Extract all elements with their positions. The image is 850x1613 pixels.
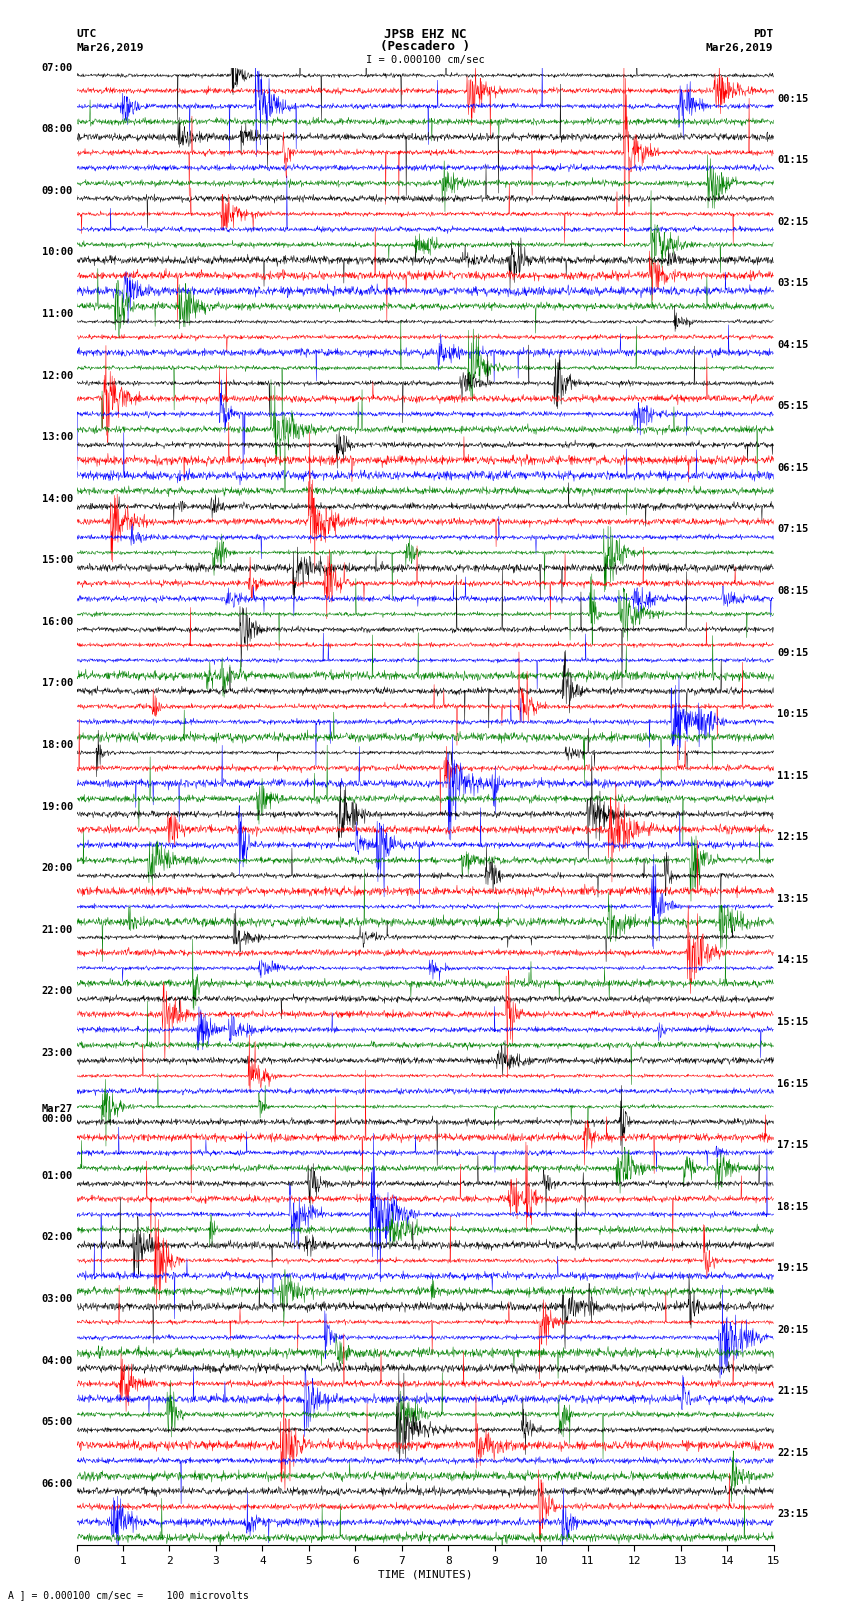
Text: 22:15: 22:15: [777, 1448, 808, 1458]
Text: 02:00: 02:00: [42, 1232, 73, 1242]
Text: 11:15: 11:15: [777, 771, 808, 781]
Text: 05:00: 05:00: [42, 1418, 73, 1428]
Text: 10:15: 10:15: [777, 710, 808, 719]
X-axis label: TIME (MINUTES): TIME (MINUTES): [377, 1569, 473, 1579]
Text: (Pescadero ): (Pescadero ): [380, 40, 470, 53]
Text: 14:00: 14:00: [42, 494, 73, 503]
Text: JPSB EHZ NC: JPSB EHZ NC: [383, 27, 467, 42]
Text: 23:00: 23:00: [42, 1048, 73, 1058]
Text: 06:15: 06:15: [777, 463, 808, 473]
Text: 01:00: 01:00: [42, 1171, 73, 1181]
Text: 16:15: 16:15: [777, 1079, 808, 1089]
Text: UTC: UTC: [76, 29, 97, 39]
Text: 13:15: 13:15: [777, 894, 808, 903]
Text: 03:00: 03:00: [42, 1294, 73, 1303]
Text: 08:15: 08:15: [777, 586, 808, 597]
Text: 15:15: 15:15: [777, 1016, 808, 1027]
Text: 20:00: 20:00: [42, 863, 73, 873]
Text: 22:00: 22:00: [42, 986, 73, 997]
Text: 03:15: 03:15: [777, 277, 808, 289]
Text: I = 0.000100 cm/sec: I = 0.000100 cm/sec: [366, 55, 484, 65]
Text: 04:15: 04:15: [777, 340, 808, 350]
Text: 00:00: 00:00: [42, 1115, 73, 1124]
Text: 07:00: 07:00: [42, 63, 73, 73]
Text: PDT: PDT: [753, 29, 774, 39]
Text: 13:00: 13:00: [42, 432, 73, 442]
Text: 20:15: 20:15: [777, 1324, 808, 1336]
Text: 01:15: 01:15: [777, 155, 808, 165]
Text: 05:15: 05:15: [777, 402, 808, 411]
Text: 19:00: 19:00: [42, 802, 73, 811]
Text: 06:00: 06:00: [42, 1479, 73, 1489]
Text: 18:00: 18:00: [42, 740, 73, 750]
Text: 00:15: 00:15: [777, 94, 808, 103]
Text: 14:15: 14:15: [777, 955, 808, 966]
Text: 10:00: 10:00: [42, 247, 73, 258]
Text: 19:15: 19:15: [777, 1263, 808, 1273]
Text: 02:15: 02:15: [777, 216, 808, 227]
Text: 15:00: 15:00: [42, 555, 73, 565]
Text: A ] = 0.000100 cm/sec =    100 microvolts: A ] = 0.000100 cm/sec = 100 microvolts: [8, 1590, 249, 1600]
Text: 18:15: 18:15: [777, 1202, 808, 1211]
Text: 09:00: 09:00: [42, 185, 73, 195]
Text: 21:15: 21:15: [777, 1386, 808, 1397]
Text: 11:00: 11:00: [42, 310, 73, 319]
Text: 16:00: 16:00: [42, 616, 73, 627]
Text: 23:15: 23:15: [777, 1510, 808, 1519]
Text: 12:00: 12:00: [42, 371, 73, 381]
Text: 21:00: 21:00: [42, 924, 73, 934]
Text: 17:00: 17:00: [42, 679, 73, 689]
Text: 12:15: 12:15: [777, 832, 808, 842]
Text: 09:15: 09:15: [777, 647, 808, 658]
Text: 08:00: 08:00: [42, 124, 73, 134]
Text: Mar26,2019: Mar26,2019: [706, 44, 774, 53]
Text: 07:15: 07:15: [777, 524, 808, 534]
Text: 17:15: 17:15: [777, 1140, 808, 1150]
Text: 04:00: 04:00: [42, 1355, 73, 1366]
Text: Mar27: Mar27: [42, 1105, 73, 1115]
Text: Mar26,2019: Mar26,2019: [76, 44, 144, 53]
